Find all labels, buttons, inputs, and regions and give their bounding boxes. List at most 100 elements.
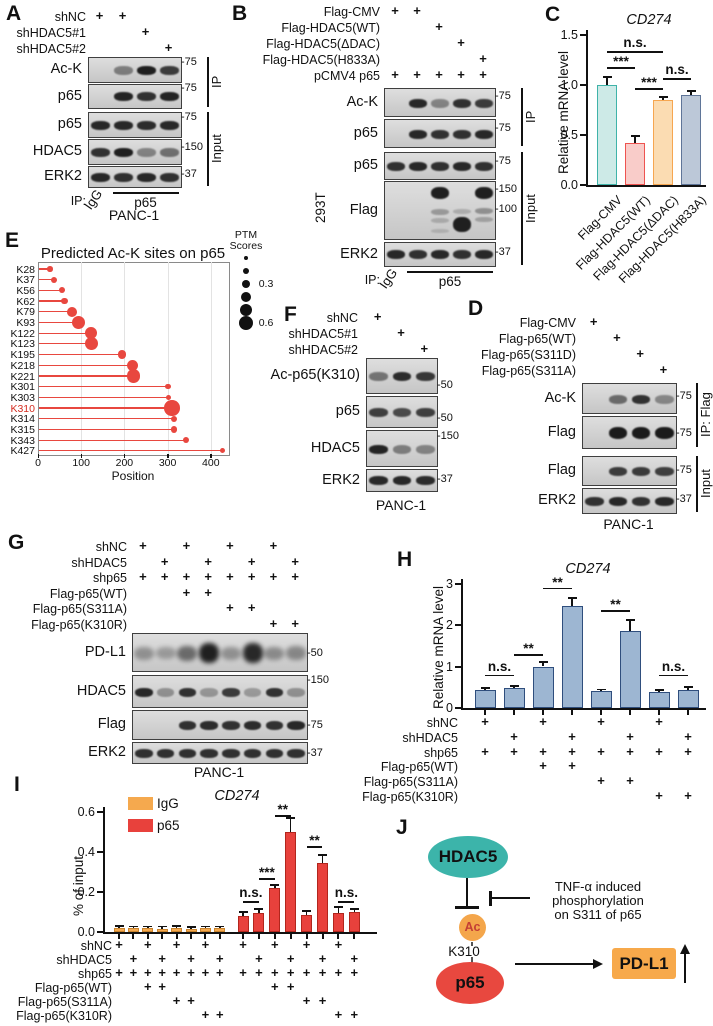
score-dot: [170, 426, 178, 433]
plus-mark: +: [655, 743, 663, 759]
error-bar: [634, 136, 636, 143]
blot-image: [366, 358, 438, 394]
x-tick: [242, 934, 244, 939]
plus-mark: +: [118, 8, 127, 23]
blot-image: [366, 396, 438, 428]
data-bar: [619, 631, 641, 708]
chart-title: Predicted Ac-K sites on p65: [40, 245, 226, 262]
score-dot: [84, 327, 97, 340]
blot-image: [88, 166, 182, 188]
gridline: [124, 262, 126, 454]
x-tick: [542, 710, 544, 715]
y-tick-label: 1.0: [560, 78, 578, 92]
legend-value: 0.6: [258, 317, 274, 329]
plus-mark: +: [286, 951, 295, 966]
sig-bracket: [258, 878, 275, 880]
x-tick: [289, 934, 292, 939]
legend-size-dot: [239, 316, 253, 330]
marker-label: -37: [676, 492, 692, 505]
panel-letter: H: [397, 548, 413, 571]
protein-band: [409, 162, 427, 172]
protein-band: [156, 748, 175, 758]
condition-label: shp65: [92, 571, 127, 585]
plus-mark: +: [129, 965, 138, 980]
protein-band: [416, 408, 435, 418]
inhibit-line: [466, 878, 468, 906]
plus-mark: +: [391, 67, 399, 82]
error-bar: [219, 926, 221, 929]
error-bar: [658, 690, 660, 693]
x-tick-label: 100: [72, 457, 90, 469]
protein-band: [453, 129, 471, 139]
error-bar-cap: [200, 925, 210, 928]
panel-letter: I: [14, 773, 20, 796]
plot-frame: [38, 262, 230, 456]
blot-label: HDAC5: [310, 439, 360, 456]
site-label: K218: [10, 359, 35, 372]
blot-image: [582, 488, 677, 514]
blot-image: [582, 456, 677, 486]
protein-band: [369, 444, 388, 454]
group-label: Input: [523, 194, 538, 223]
stem: [39, 321, 79, 324]
plus-mark: +: [481, 743, 489, 759]
plus-mark: +: [302, 965, 311, 980]
blot-label: p65: [57, 116, 82, 132]
protein-band: [137, 65, 156, 75]
plus-mark: +: [413, 3, 421, 18]
data-bar: [113, 928, 125, 932]
plus-mark: +: [397, 325, 405, 340]
condition-label: Flag-p65(S311D): [481, 348, 576, 362]
plus-mark: +: [539, 743, 547, 759]
protein-band: [200, 721, 218, 731]
protein-band: [200, 748, 218, 758]
blot-label: PD-L1: [84, 643, 126, 660]
protein-band: [137, 92, 156, 102]
plus-mark: +: [626, 773, 634, 789]
blot-label: p65: [353, 157, 378, 173]
sig-label: n.s.: [665, 62, 689, 77]
panel-letter: D: [468, 297, 484, 320]
blot-image: [132, 710, 308, 740]
node-label: p65: [455, 973, 485, 993]
protein-band: [655, 467, 674, 477]
sig-label: **: [309, 833, 320, 848]
marker-label: -75: [495, 89, 511, 102]
error-bar-cap: [683, 686, 693, 688]
plus-mark: +: [158, 965, 166, 980]
y-tick: [97, 931, 103, 933]
y-tick-label: 0.5: [560, 128, 578, 142]
error-bar: [274, 885, 276, 888]
protein-band: [431, 208, 449, 215]
blot-label: ERK2: [538, 492, 576, 508]
blot-image: [88, 57, 182, 83]
protein-band: [631, 394, 651, 404]
x-tick: [37, 454, 39, 458]
x-tick: [161, 934, 164, 939]
x-tick: [123, 454, 126, 458]
y-tick-label: 0.2: [77, 885, 95, 899]
protein-band: [222, 748, 240, 758]
y-tick: [580, 134, 586, 136]
plus-mark: +: [291, 553, 299, 569]
error-bar: [353, 909, 356, 912]
error-bar-cap: [254, 908, 264, 910]
x-tick: [218, 934, 221, 939]
y-tick-label: 1: [446, 659, 453, 674]
stem: [39, 300, 65, 302]
x-axis: [586, 185, 706, 187]
stem: [39, 332, 91, 334]
blot-image: [132, 742, 308, 764]
up-arrow-head: [680, 944, 690, 954]
error-bar-cap: [630, 135, 640, 137]
protein-band: [416, 476, 435, 486]
x-tick: [80, 454, 83, 458]
sig-bracket: [601, 610, 630, 612]
y-axis-label: Relative mRNA level: [431, 585, 446, 709]
node-label: Ac: [464, 920, 481, 935]
x-axis-label: Position: [111, 469, 155, 483]
marker-label: -37: [307, 747, 323, 759]
table-row-label: shHDAC5: [402, 730, 458, 745]
protein-band: [453, 216, 471, 232]
data-bar: [653, 100, 673, 185]
